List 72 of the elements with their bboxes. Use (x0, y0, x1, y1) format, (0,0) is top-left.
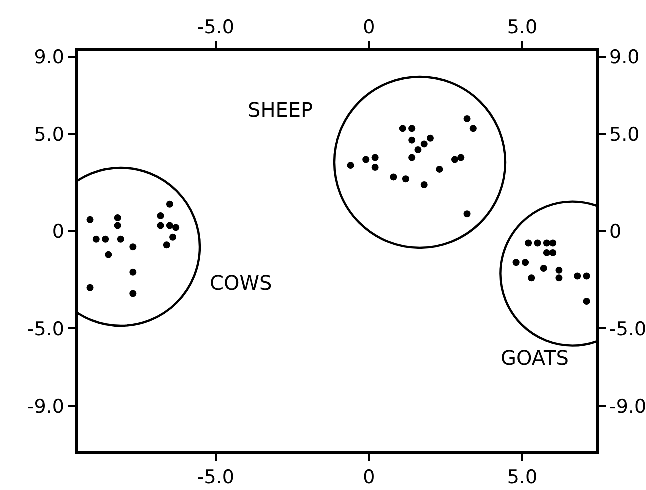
point (436, 166, 444, 173)
point (372, 164, 379, 171)
y-tick-label: -9.0 (27, 396, 64, 418)
point (464, 115, 471, 122)
y-tick-label: 5.0 (34, 124, 64, 146)
y2-tick-label: -9.0 (610, 396, 646, 418)
point (528, 274, 536, 282)
point (390, 174, 398, 181)
point (86, 216, 94, 224)
y-tick-label: 0 (52, 221, 64, 244)
point (130, 268, 137, 276)
x2-tick-label: -5.0 (197, 466, 234, 489)
point (470, 125, 477, 132)
point (117, 236, 124, 243)
point (402, 176, 410, 183)
x-tick-label: -5.0 (197, 16, 234, 39)
point (105, 251, 112, 258)
point (86, 284, 94, 292)
point (130, 244, 137, 251)
point (372, 154, 379, 162)
point (452, 156, 459, 164)
point (157, 212, 164, 220)
y2-tick-label: 5.0 (610, 124, 640, 146)
point (114, 222, 122, 230)
point (464, 210, 471, 218)
point (574, 272, 582, 280)
point (408, 136, 416, 144)
point (556, 274, 563, 282)
point (92, 236, 100, 243)
x2-tick-label: 0 (363, 466, 376, 489)
point (130, 290, 137, 298)
point (550, 240, 557, 247)
point (583, 272, 590, 280)
point (525, 240, 532, 247)
point (420, 140, 428, 148)
y-tick-label: -5.0 (27, 318, 64, 340)
point (408, 154, 416, 162)
point (556, 266, 563, 274)
y-tick-label: 9.0 (34, 46, 64, 68)
point (166, 222, 174, 230)
point (408, 125, 416, 132)
x-tick-label: 5.0 (507, 16, 538, 39)
point (550, 249, 557, 256)
point (166, 200, 174, 208)
point (102, 236, 110, 243)
x-tick-label: 0 (363, 16, 376, 39)
text: COWS (210, 271, 272, 295)
point (347, 162, 354, 170)
point (170, 234, 177, 241)
point (458, 154, 465, 162)
point (426, 134, 434, 142)
y2-tick-label: 9.0 (610, 46, 640, 68)
point (540, 264, 548, 272)
point (172, 224, 180, 232)
point (157, 222, 164, 230)
text: GOATS (501, 346, 569, 370)
point (414, 146, 422, 154)
point (543, 240, 550, 247)
point (163, 242, 170, 249)
point (522, 259, 529, 266)
point (399, 125, 406, 132)
y2-tick-label: 0 (610, 221, 622, 244)
point (420, 181, 428, 188)
point (583, 298, 590, 305)
point (362, 156, 370, 164)
x2-tick-label: 5.0 (507, 466, 538, 489)
point (512, 259, 520, 266)
y2-tick-label: -5.0 (610, 318, 646, 340)
point (534, 240, 542, 247)
point (114, 214, 122, 222)
text: SHEEP (248, 98, 314, 122)
point (543, 249, 550, 256)
